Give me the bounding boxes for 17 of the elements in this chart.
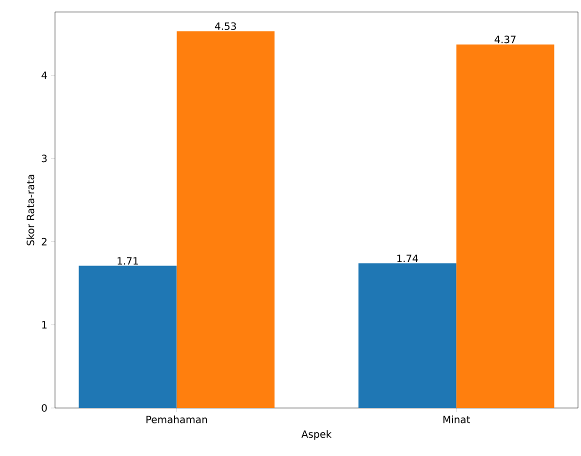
x-tick-label: Minat — [443, 416, 470, 424]
data-label: 1.71 — [118, 257, 138, 265]
y-tick-label: 0 — [42, 404, 47, 412]
bar — [176, 31, 275, 408]
x-tick-label: Pemahaman — [146, 416, 208, 424]
y-tick-label: 4 — [42, 72, 47, 79]
y-tick-label: 3 — [42, 154, 47, 162]
y-axis-title: Skor Rata-rata — [26, 174, 34, 246]
x-axis-title: Aspek — [301, 430, 332, 440]
data-label: 4.37 — [494, 36, 516, 44]
y-tick-label: 1 — [42, 321, 47, 328]
data-label: 4.53 — [214, 22, 236, 30]
bar — [358, 263, 456, 408]
bar — [456, 44, 554, 408]
y-tick-label: 2 — [42, 238, 46, 246]
data-label: 1.74 — [397, 254, 418, 262]
bar — [78, 266, 177, 408]
